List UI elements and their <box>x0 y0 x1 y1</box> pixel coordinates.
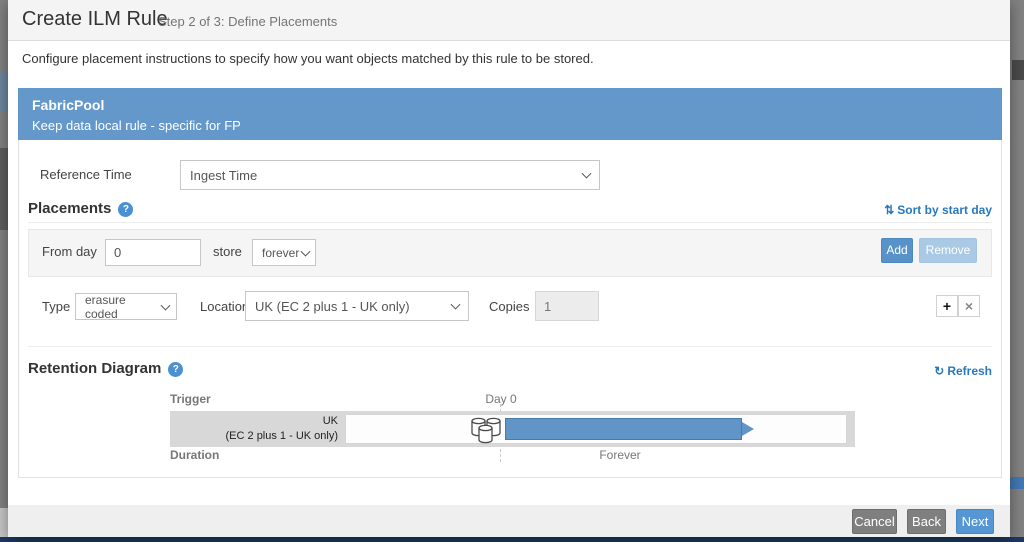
retention-diagram-heading: Retention Diagram? <box>28 360 184 377</box>
location-label: Location <box>200 299 250 314</box>
background-fragment <box>0 148 8 230</box>
add-line-button[interactable]: + <box>936 295 958 317</box>
intro-text: Configure placement instructions to spec… <box>22 51 594 66</box>
background-fragment <box>1010 477 1024 489</box>
diagram-location-label: UK (EC 2 plus 1 - UK only) <box>225 415 338 442</box>
day-zero-marker: Day 0 <box>485 392 517 406</box>
next-button[interactable]: Next <box>956 509 994 534</box>
create-ilm-rule-dialog: Create ILM Rule Step 2 of 3: Define Plac… <box>8 0 1010 537</box>
retention-bar <box>505 418 742 440</box>
from-day-input[interactable] <box>105 239 201 266</box>
dialog-footer: Cancel Back Next <box>8 505 1010 537</box>
cancel-button[interactable]: Cancel <box>852 509 897 534</box>
divider <box>28 222 992 223</box>
store-duration-select[interactable]: forever <box>252 239 316 266</box>
dialog-step-indicator: Step 2 of 3: Define Placements <box>158 14 338 29</box>
duration-label: Duration <box>170 448 220 462</box>
background-fragment <box>0 72 8 112</box>
refresh-link[interactable]: ↻ Refresh <box>934 364 992 378</box>
help-icon[interactable]: ? <box>168 362 184 377</box>
copies-input <box>535 291 599 321</box>
divider <box>28 346 992 347</box>
type-value: erasure coded <box>85 292 126 321</box>
reference-time-label: Reference Time <box>40 167 132 182</box>
placements-heading: Placements? <box>28 200 134 217</box>
from-day-label: From day <box>42 244 97 259</box>
chevron-down-icon <box>300 246 311 257</box>
rule-banner: FabricPool Keep data local rule - specif… <box>18 88 1002 140</box>
add-placement-button[interactable]: Add <box>881 238 913 263</box>
chevron-down-icon <box>450 299 461 310</box>
location-value: UK (EC 2 plus 1 - UK only) <box>255 298 410 314</box>
dialog-title: Create ILM Rule <box>22 8 168 30</box>
retention-bar-arrow-icon <box>742 422 754 436</box>
remove-placement-button[interactable]: Remove <box>919 238 977 263</box>
remove-line-button[interactable]: × <box>958 295 980 317</box>
rule-description: Keep data local rule - specific for FP <box>32 118 241 133</box>
refresh-icon: ↻ <box>934 364 945 378</box>
trigger-label: Trigger <box>170 392 211 406</box>
reference-time-value: Ingest Time <box>190 167 258 183</box>
background-fragment <box>1012 60 1024 80</box>
type-label: Type <box>42 299 71 314</box>
duration-value: Forever <box>599 448 641 462</box>
sort-by-start-day-link[interactable]: ⇅ Sort by start day <box>884 203 992 217</box>
background-bottom-bar <box>0 537 1024 542</box>
help-icon[interactable]: ? <box>118 202 134 217</box>
sort-icon: ⇅ <box>884 203 895 217</box>
dialog-header: Create ILM Rule Step 2 of 3: Define Plac… <box>8 0 1010 41</box>
chevron-down-icon <box>581 168 592 179</box>
store-duration-value: forever <box>262 245 300 260</box>
storage-nodes-icon <box>471 417 501 444</box>
copies-label: Copies <box>489 299 530 314</box>
location-select[interactable]: UK (EC 2 plus 1 - UK only) <box>245 291 469 321</box>
rule-name: FabricPool <box>32 97 105 113</box>
chevron-down-icon <box>160 300 171 311</box>
back-button[interactable]: Back <box>907 509 946 534</box>
reference-time-select[interactable]: Ingest Time <box>180 160 600 190</box>
type-select[interactable]: erasure coded <box>75 292 177 321</box>
store-label: store <box>213 244 242 259</box>
background-fragment <box>0 508 8 537</box>
